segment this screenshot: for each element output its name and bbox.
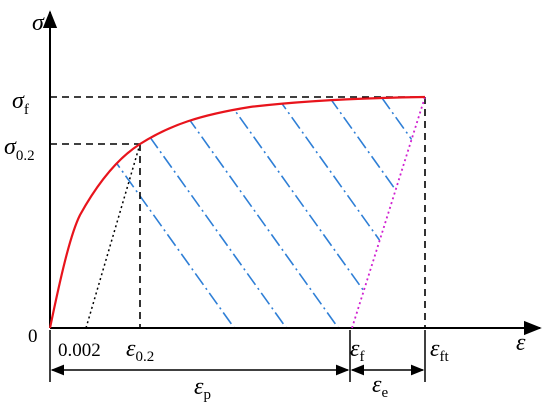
label-sub: ft [439,349,449,365]
hatching [50,97,425,328]
dimensions [49,330,426,382]
hatch-line [207,97,425,328]
label-text: ε [430,336,440,362]
label: ε [516,330,526,356]
label: σ [32,10,45,36]
label-text: ε [372,372,382,398]
hatch-line [259,97,425,328]
label-text: σ [32,10,45,36]
hatch-line [103,97,345,328]
label: εe [372,372,388,401]
label-text: ε [516,330,526,356]
label-text: ε [350,336,360,362]
label: εp [194,374,211,403]
label: σf [12,88,29,118]
label-sub: p [203,387,211,403]
hatch-line [50,97,241,328]
unloading-line [351,96,426,329]
label-sub: f [359,349,364,365]
label: εf [350,336,364,365]
label-text: ε [126,336,136,362]
hatch-line [311,97,425,328]
label: σ0.2 [4,134,35,164]
label: 0 [28,326,38,347]
hatch-line [51,97,293,328]
label: ε0.2 [126,336,154,365]
label-sub: f [24,102,29,118]
hatch-line [415,97,425,328]
label-text: ε [194,374,204,400]
hatch-line [363,97,425,328]
label-text: σ [12,88,25,114]
label-sub: 0.2 [135,349,154,365]
offset-line [85,143,141,329]
label-sub: e [381,385,388,401]
label: 0.002 [58,340,101,361]
guides [50,96,426,328]
label-sub: 0.2 [16,148,35,164]
stress-strain-curve [48,95,426,329]
hatch-line [155,97,397,328]
label-text: σ [4,134,17,160]
label: εft [430,336,449,365]
